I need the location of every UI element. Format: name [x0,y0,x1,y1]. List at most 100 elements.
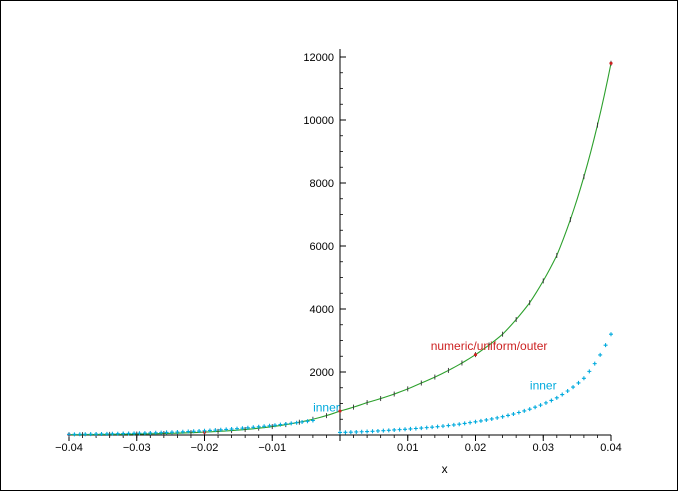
series-marker-inner [67,432,71,437]
series-marker-inner [424,425,429,430]
series-marker-inner [451,422,456,427]
series-marker-inner [435,424,440,429]
series-marker-inner [169,430,174,435]
series-marker-inner [300,420,305,425]
series-marker-inner [72,432,77,437]
series-marker-inner [440,424,445,429]
series-marker-inner [153,430,158,435]
series-marker-inner [256,424,261,429]
series-marker-inner [365,429,370,434]
x-tick-label: 0.01 [397,442,418,454]
series-point-outer [609,61,613,65]
series-marker-inner [272,423,277,428]
series-marker-inner [83,432,88,437]
series-marker-inner [77,432,82,437]
series-marker-inner [576,380,581,385]
series-marker-inner [381,428,386,433]
series-marker-inner [148,430,153,435]
series-marker-inner [251,425,256,430]
x-tick-label: 0.02 [465,442,486,454]
series-marker-inner [603,343,608,348]
series-marker-inner [397,427,402,432]
series-marker-inner [175,430,180,435]
series-point-outer [473,353,478,357]
series-marker-inner [484,417,489,422]
series-marker-inner [115,431,120,436]
series-marker-inner [197,429,202,434]
series-marker-inner [159,430,164,435]
series-marker-inner [354,429,359,434]
series-marker-inner [348,430,353,435]
series-marker-inner [142,431,147,436]
series-marker-inner [489,416,494,421]
series-marker-inner [137,431,142,436]
series-marker-inner [506,413,511,418]
series-marker-inner [121,431,126,436]
series-marker-inner [495,415,500,420]
series-marker-inner [94,432,99,437]
series-marker-inner [419,426,424,431]
series-marker-inner [218,427,223,432]
annotation-label: numeric/uniform/outer [431,339,548,353]
series-marker-inner [207,428,212,433]
series-marker-inner [446,423,451,428]
series-marker-inner [132,431,137,436]
series-marker-inner [164,430,169,435]
series-marker-inner [370,429,375,434]
series-marker-inner [565,388,570,393]
series-marker-inner [224,427,229,432]
series-marker-inner [587,369,592,374]
series-marker-inner [554,395,559,400]
y-tick-label: 2000 [310,367,334,379]
series-marker-inner [186,429,191,434]
series-marker-inner [338,430,342,435]
series-marker-inner [581,376,586,381]
series-marker-inner [592,361,597,366]
series-marker-inner [278,422,283,427]
series-marker-inner [430,425,435,430]
y-tick-label: 12000 [303,52,334,64]
series-marker-inner [511,412,516,417]
series-marker-inner [294,420,299,425]
series-marker-inner [413,426,418,431]
series-marker-inner [283,421,288,426]
series-marker-inner [99,431,104,436]
series-marker-inner [403,427,408,432]
series-marker-inner [126,431,131,436]
series-marker-inner [408,426,413,431]
series-marker-inner [538,403,543,408]
series-marker-inner [262,424,267,429]
series-marker-inner [549,398,554,403]
series-marker-inner [457,422,462,427]
x-tick-label: −0.01 [258,442,286,454]
series-marker-inner [473,419,478,424]
series-marker-inner [522,408,527,413]
y-tick-label: 6000 [310,241,334,253]
series-marker-inner [104,431,109,436]
y-tick-label: 4000 [310,304,334,316]
x-axis-title: x [442,462,448,476]
series-marker-inner [229,427,234,432]
series-marker-inner [245,425,250,430]
series-marker-inner [386,428,391,433]
series-marker-inner [310,418,315,423]
series-marker-inner [180,429,185,434]
series-marker-inner [359,429,364,434]
series-marker-inner [533,405,538,410]
series-marker-inner [343,430,348,435]
series-marker-inner [110,431,115,436]
series-marker-inner [543,400,548,405]
series-marker-inner [500,414,505,419]
series-marker-inner [527,407,532,412]
x-tick-label: −0.02 [191,442,219,454]
series-marker-inner [560,392,565,397]
series-marker-inner [609,332,613,337]
series-marker-inner [392,427,397,432]
series-marker-inner [88,432,93,437]
series-marker-inner [240,426,245,431]
y-tick-label: 10000 [303,115,334,127]
y-tick-label: 8000 [310,178,334,190]
series-marker-inner [571,385,576,390]
